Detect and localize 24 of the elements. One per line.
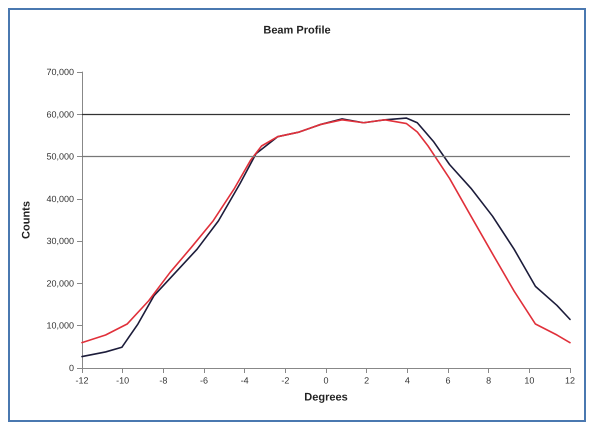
y-tick-label: 60,000 xyxy=(46,109,74,120)
x-tick-label: 2 xyxy=(364,376,370,386)
x-tick-label: 10 xyxy=(524,376,534,386)
y-tick-label: 20,000 xyxy=(46,278,74,288)
x-tick-label: -6 xyxy=(200,376,208,386)
x-tick-label: -8 xyxy=(159,376,168,386)
x-tick-label: -4 xyxy=(240,376,249,386)
y-tick-label: 70,000 xyxy=(46,67,74,77)
y-tick-label: 0 xyxy=(68,363,74,373)
x-tick-label: 0 xyxy=(323,376,329,386)
y-tick-label: 30,000 xyxy=(46,236,74,246)
chart-title: Beam Profile xyxy=(263,24,331,36)
x-tick-label: 6 xyxy=(445,376,451,386)
x-tick-label: 8 xyxy=(486,376,492,386)
y-tick-label: 40,000 xyxy=(46,194,74,204)
y-tick-label: 50,000 xyxy=(46,152,74,162)
x-tick-label: 4 xyxy=(404,376,410,386)
y-axis-title: Counts xyxy=(20,201,32,239)
x-tick-label: -12 xyxy=(75,376,89,386)
x-tick-label: -2 xyxy=(281,376,290,386)
x-tick-label: 12 xyxy=(564,376,576,386)
x-tick-label: -10 xyxy=(116,376,130,386)
x-axis-title: Degrees xyxy=(304,392,348,404)
y-tick-label: 10,000 xyxy=(46,320,74,331)
